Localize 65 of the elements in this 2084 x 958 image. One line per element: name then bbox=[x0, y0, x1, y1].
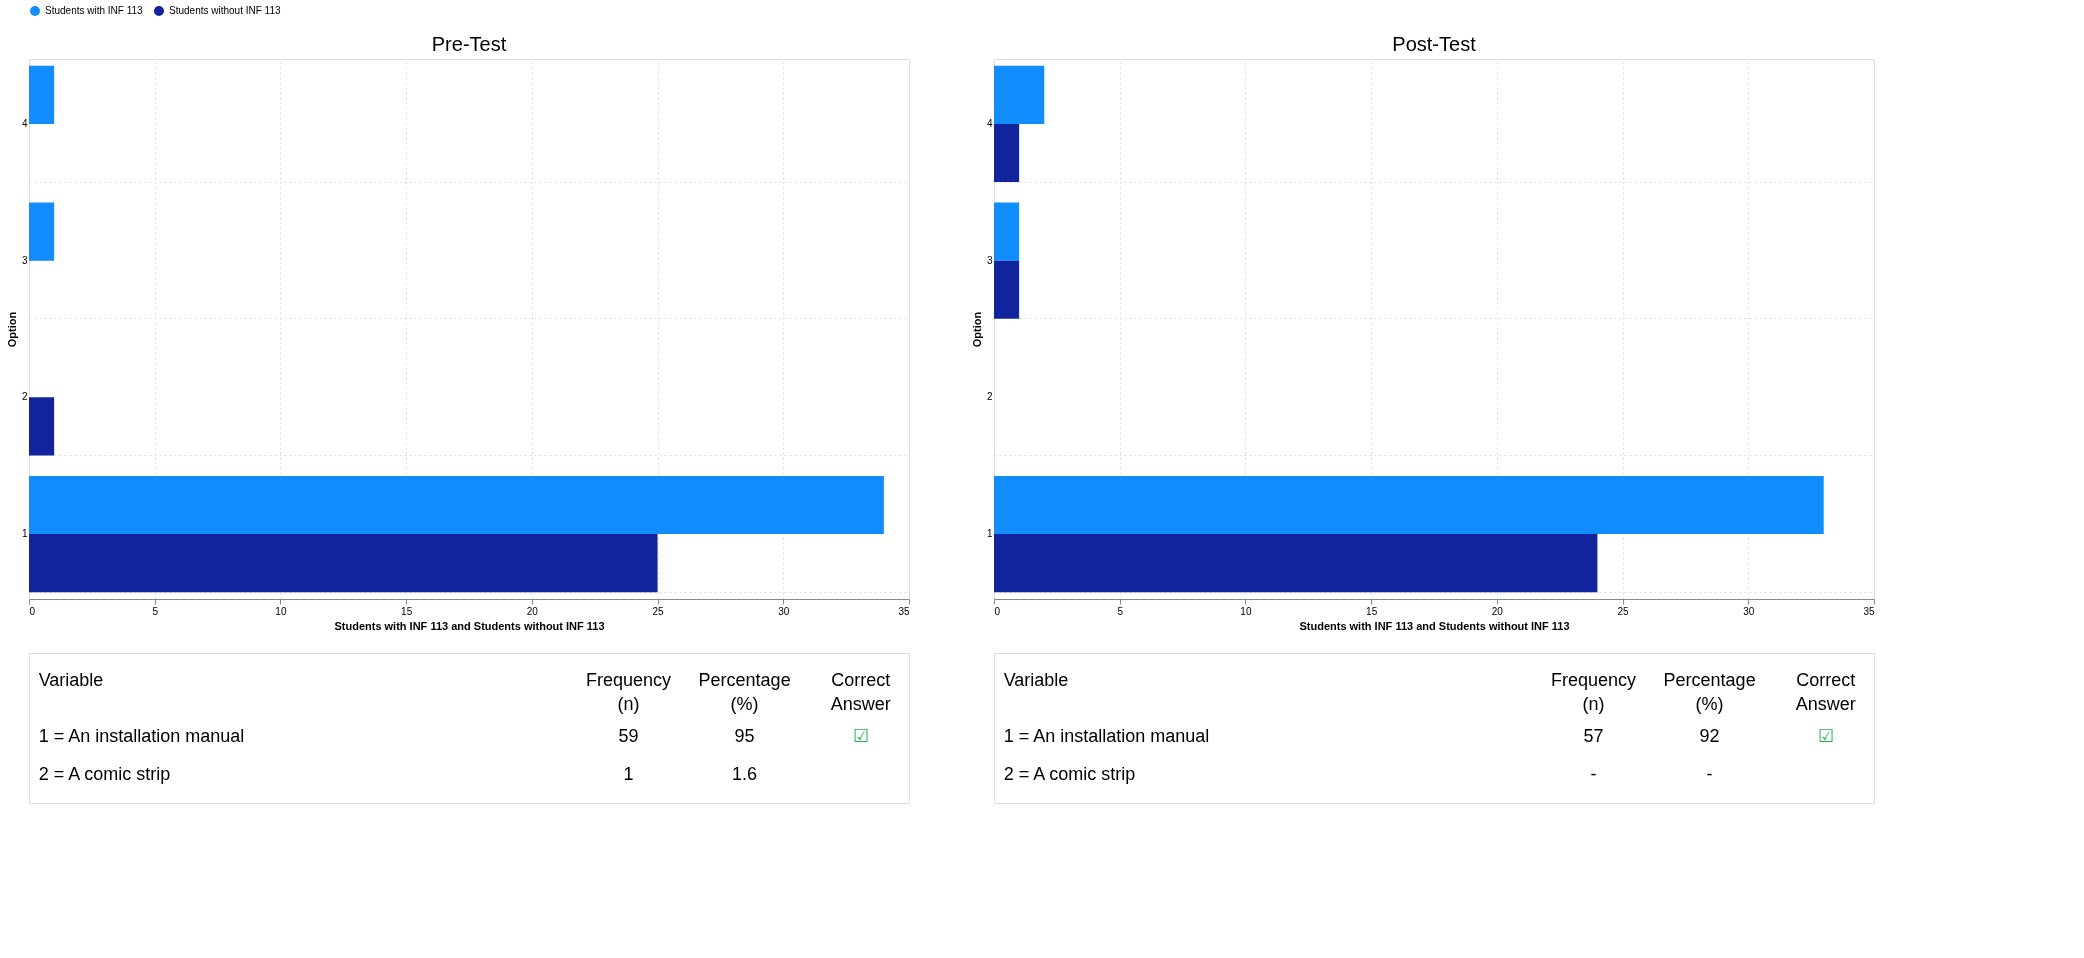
text: ☑ bbox=[1817, 726, 1834, 747]
x-tick-label: 30 bbox=[778, 605, 790, 617]
x-tick-label: 25 bbox=[1617, 605, 1630, 617]
x-tick-label: 0 bbox=[994, 605, 1001, 617]
x-tick-label: 20 bbox=[526, 605, 539, 617]
legend-label: Students without INF 113 bbox=[169, 5, 281, 16]
y-tick-label: 1 bbox=[21, 528, 28, 540]
text: 1 bbox=[623, 763, 634, 784]
text: Frequency (n) bbox=[1551, 670, 1637, 715]
bar bbox=[29, 65, 55, 124]
text: 92 bbox=[1699, 726, 1720, 747]
text: Variable bbox=[1003, 670, 1069, 691]
y-tick-label: 3 bbox=[21, 254, 28, 266]
x-tick-label: 20 bbox=[1491, 605, 1504, 617]
x-tick-label: 25 bbox=[652, 605, 665, 617]
x-tick-label: 10 bbox=[1240, 605, 1252, 617]
y-tick-label: 1 bbox=[986, 528, 993, 540]
bar bbox=[994, 202, 1020, 261]
text: Variable bbox=[38, 670, 104, 691]
text: 1.6 bbox=[732, 763, 758, 784]
text: 1 = An installation manual bbox=[1003, 726, 1210, 747]
y-tick-label: 3 bbox=[986, 254, 993, 266]
text: - bbox=[1590, 763, 1597, 784]
bar bbox=[29, 397, 55, 456]
legend-label: Students with INF 113 bbox=[45, 5, 144, 16]
y-tick-label: 4 bbox=[986, 117, 993, 129]
bar bbox=[29, 202, 55, 261]
text: 2 = A comic strip bbox=[1003, 763, 1136, 784]
text: Frequency (n) bbox=[586, 670, 672, 715]
x-tick-label: 5 bbox=[152, 605, 159, 617]
text: 1 = An installation manual bbox=[38, 726, 245, 747]
text: 95 bbox=[734, 726, 755, 747]
text: - bbox=[1706, 763, 1713, 784]
text: Correct Answer bbox=[830, 670, 891, 715]
y-tick-label: 2 bbox=[21, 391, 28, 403]
bar bbox=[994, 534, 1598, 593]
bar bbox=[994, 475, 1824, 535]
text: Correct Answer bbox=[1795, 670, 1856, 715]
bar bbox=[994, 65, 1045, 124]
x-axis-title: Students with INF 113 and Students without INF 113 bbox=[1299, 619, 1570, 632]
y-tick-label: 2 bbox=[986, 391, 993, 403]
x-tick-label: 15 bbox=[1366, 605, 1378, 617]
x-tick-label: 0 bbox=[29, 605, 36, 617]
text: 59 bbox=[618, 726, 639, 747]
bar bbox=[994, 260, 1020, 319]
x-tick-label: 35 bbox=[1863, 605, 1875, 617]
text: 57 bbox=[1583, 726, 1604, 747]
text: Percentage (%) bbox=[698, 670, 791, 715]
y-axis-title: Option bbox=[5, 311, 18, 348]
x-tick-label: 5 bbox=[1117, 605, 1124, 617]
x-tick-label: 10 bbox=[275, 605, 287, 617]
bar bbox=[29, 534, 658, 593]
x-tick-label: 30 bbox=[1743, 605, 1755, 617]
y-axis-title: Option bbox=[970, 311, 983, 348]
bar bbox=[29, 475, 884, 535]
text: Percentage (%) bbox=[1663, 670, 1756, 715]
text: ☑ bbox=[852, 726, 869, 747]
x-axis-title: Students with INF 113 and Students without INF 113 bbox=[334, 619, 605, 632]
chart-title: Pre-Test bbox=[431, 33, 507, 55]
x-tick-label: 15 bbox=[401, 605, 413, 617]
x-tick-label: 35 bbox=[898, 605, 910, 617]
text: 2 = A comic strip bbox=[38, 763, 171, 784]
chart-title: Post-Test bbox=[1392, 33, 1477, 55]
bar bbox=[994, 123, 1020, 183]
y-tick-label: 4 bbox=[21, 117, 28, 129]
